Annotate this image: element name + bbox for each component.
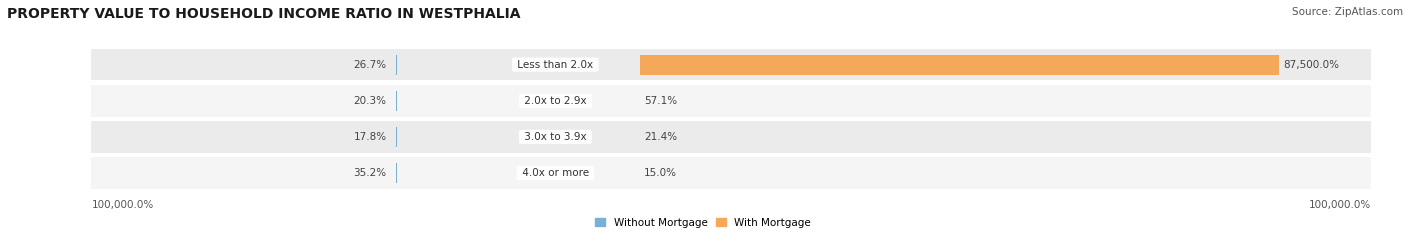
Legend: Without Mortgage, With Mortgage: Without Mortgage, With Mortgage — [595, 218, 811, 228]
Text: 15.0%: 15.0% — [644, 168, 678, 178]
Text: 100,000.0%: 100,000.0% — [1309, 200, 1371, 210]
Text: 21.4%: 21.4% — [644, 132, 678, 142]
Text: 4.0x or more: 4.0x or more — [519, 168, 592, 178]
Text: 2.0x to 2.9x: 2.0x to 2.9x — [522, 96, 589, 106]
Text: 20.3%: 20.3% — [354, 96, 387, 106]
Text: 57.1%: 57.1% — [644, 96, 678, 106]
Text: Source: ZipAtlas.com: Source: ZipAtlas.com — [1292, 7, 1403, 17]
Text: 3.0x to 3.9x: 3.0x to 3.9x — [522, 132, 589, 142]
Text: PROPERTY VALUE TO HOUSEHOLD INCOME RATIO IN WESTPHALIA: PROPERTY VALUE TO HOUSEHOLD INCOME RATIO… — [7, 7, 520, 21]
Text: 35.2%: 35.2% — [353, 168, 387, 178]
Text: 87,500.0%: 87,500.0% — [1284, 60, 1340, 70]
Text: 17.8%: 17.8% — [353, 132, 387, 142]
Text: Less than 2.0x: Less than 2.0x — [515, 60, 596, 70]
Text: 26.7%: 26.7% — [353, 60, 387, 70]
Text: 100,000.0%: 100,000.0% — [91, 200, 153, 210]
